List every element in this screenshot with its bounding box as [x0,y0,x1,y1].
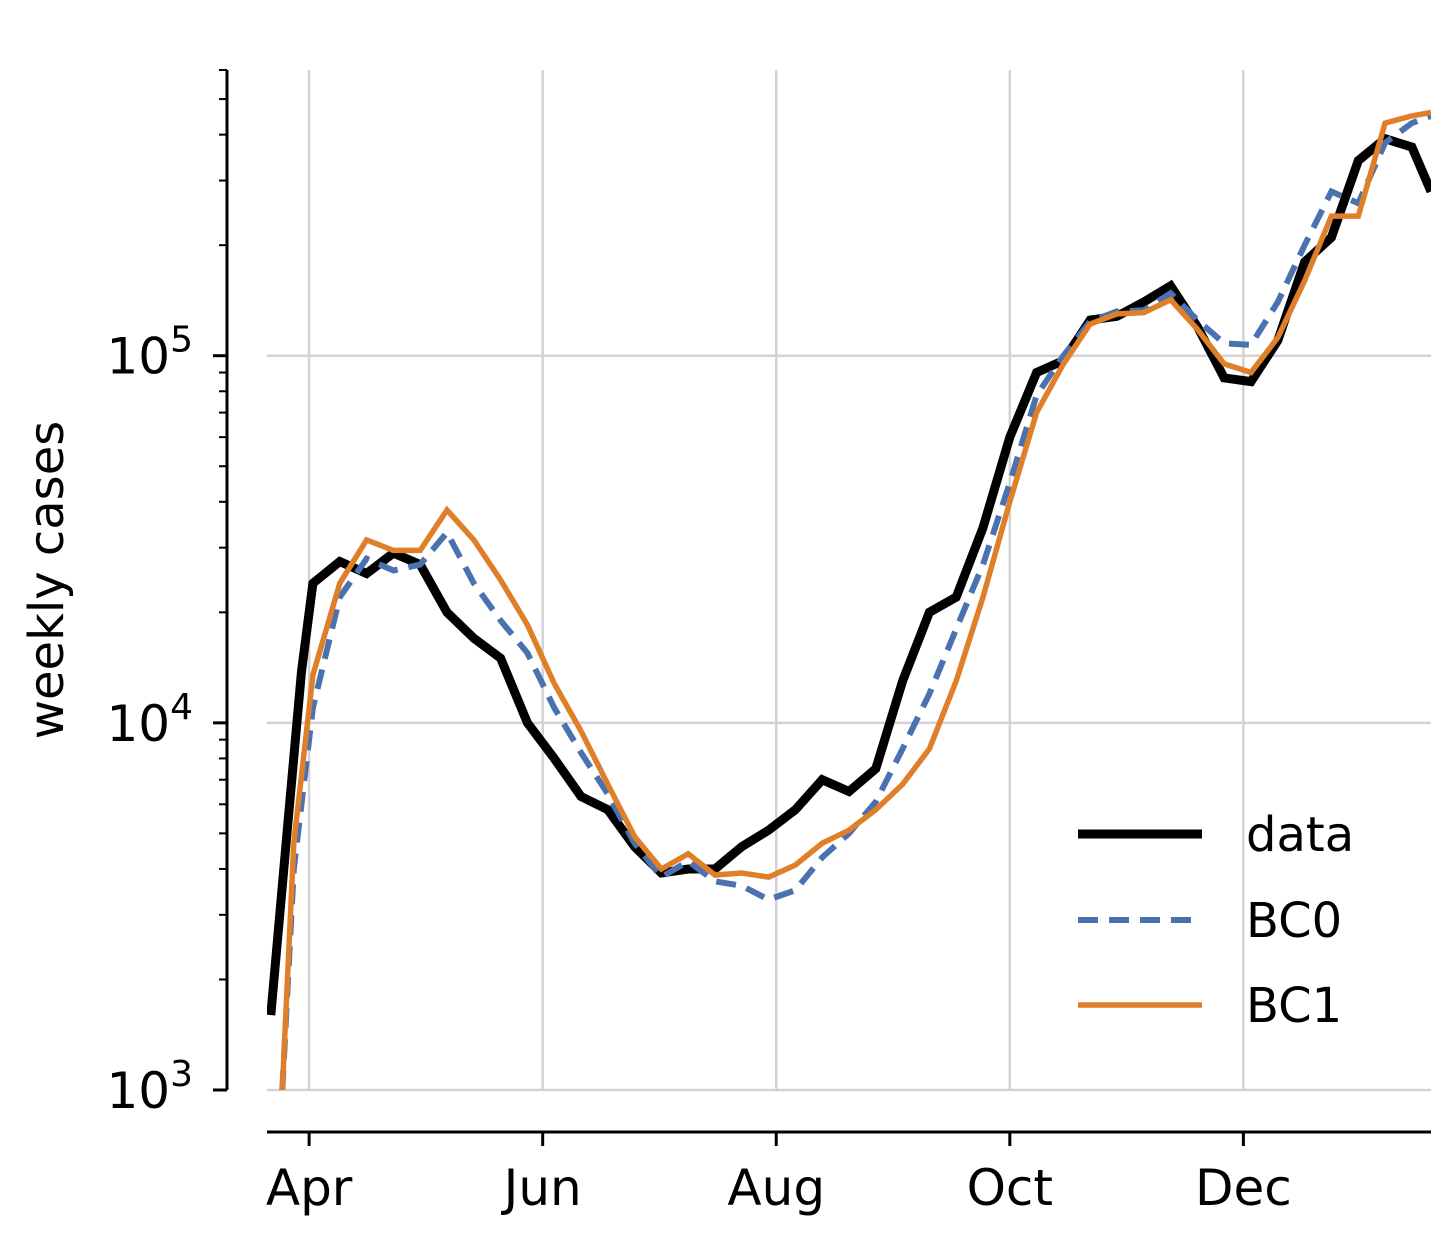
legend-label-bc1: BC1 [1246,978,1342,1034]
series-line-data [267,133,1431,1016]
y-tick-label: 103 [106,1054,193,1120]
gridlines [267,70,1431,1092]
y-axis-label: weekly cases [19,421,75,739]
y-tick-label: 105 [106,320,193,386]
x-tick-label: Jun [501,1159,582,1217]
x-tick-label: Oct [967,1159,1053,1217]
x-tick-label: Dec [1195,1159,1292,1217]
y-tick-label: 104 [106,687,193,753]
tick-marks-and-labels: Apr Jun Aug Oct Dec 103 104 105 [106,69,1292,1217]
series-line-bc0 [279,113,1431,1090]
series-lines [267,109,1431,1090]
x-tick-label: Aug [727,1159,825,1217]
series-line-bc1 [279,109,1431,1090]
x-tick-label: Apr [266,1159,353,1217]
legend-label-data: data [1246,807,1354,863]
legend-label-bc0: BC0 [1246,893,1342,949]
legend: data BC0 BC1 [1078,807,1354,1034]
axes [225,70,1431,1134]
